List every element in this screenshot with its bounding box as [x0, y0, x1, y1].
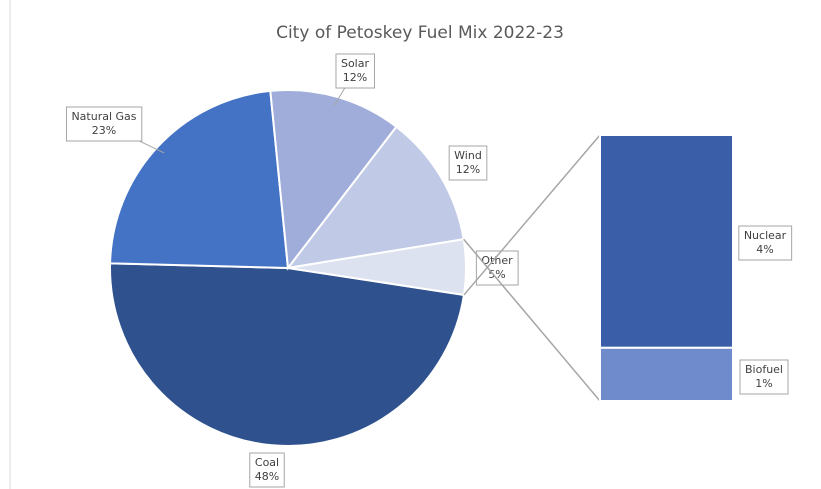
label-box: [448, 145, 488, 181]
label-name: Natural Gas: [71, 110, 136, 123]
pie-slice: [109, 262, 466, 447]
pie-slice: [109, 89, 290, 270]
label-box: [738, 225, 793, 261]
label-value: 48%: [255, 470, 279, 483]
label-box: [65, 106, 143, 142]
pie-slice: [269, 89, 398, 271]
label-value: 23%: [92, 124, 116, 137]
label-name: Coal: [255, 456, 279, 469]
label-name: Other: [481, 254, 513, 267]
pie-slice: [285, 125, 465, 270]
label-value: 4%: [756, 243, 773, 256]
label-value: 5%: [488, 268, 505, 281]
label-box: [739, 359, 789, 395]
bar-segment: [599, 134, 734, 349]
bar-segment: [599, 346, 734, 402]
label-box: [249, 452, 285, 488]
label-name: Wind: [454, 149, 482, 162]
connector-line: [463, 134, 601, 296]
label-value: 12%: [456, 163, 480, 176]
chart-title: City of Petoskey Fuel Mix 2022-23: [276, 23, 564, 43]
label-value: 12%: [343, 71, 367, 84]
label-box: [335, 53, 375, 89]
label-value: 1%: [755, 377, 772, 390]
connector-line: [463, 238, 601, 402]
label-name: Biofuel: [745, 363, 783, 376]
label-name: Nuclear: [744, 229, 787, 242]
label-name: Solar: [341, 57, 370, 70]
